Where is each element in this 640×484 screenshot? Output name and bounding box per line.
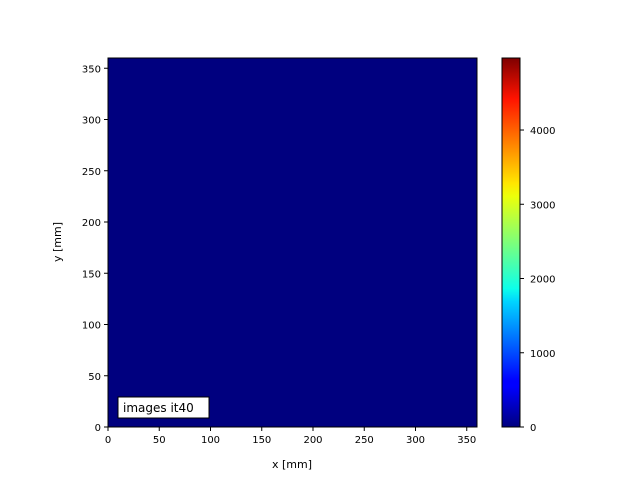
colorbar-tick-label: 2000 (530, 275, 555, 286)
x-tick-label: 50 (153, 435, 166, 446)
colorbar-gradient (501, 57, 521, 428)
y-tick-label: 100 (82, 321, 101, 332)
colorbar-tick-label: 4000 (530, 126, 555, 137)
x-tick-label: 200 (303, 435, 322, 446)
y-tick-label: 350 (82, 64, 101, 75)
annotation-text: images it40 (123, 401, 194, 415)
axes-frame (107, 57, 478, 428)
colorbar-tick-label: 1000 (530, 349, 555, 360)
colorbar-tick-label: 3000 (530, 200, 555, 211)
annotation-box: images it40 (117, 396, 210, 419)
x-tick-label: 250 (355, 435, 374, 446)
y-tick-label: 50 (88, 372, 101, 383)
y-tick-label: 0 (95, 423, 101, 434)
y-tick-label: 300 (82, 116, 101, 127)
heatmap-cell (108, 58, 477, 427)
x-tick-label: 350 (457, 435, 476, 446)
y-tick-label: 200 (82, 218, 101, 229)
heatmap-area (107, 57, 478, 428)
y-tick-label: 150 (82, 269, 101, 280)
x-tick-label: 0 (105, 435, 111, 446)
y-axis-label: y [mm] (51, 222, 64, 262)
y-tick-label: 250 (82, 167, 101, 178)
colorbar-tick-label: 0 (530, 423, 536, 434)
x-tick-label: 300 (406, 435, 425, 446)
colorbar: 0 1000 2000 3000 4000 (501, 57, 555, 434)
x-axis-label: x [mm] (272, 458, 312, 471)
x-tick-label: 150 (252, 435, 271, 446)
x-tick-label: 100 (201, 435, 220, 446)
